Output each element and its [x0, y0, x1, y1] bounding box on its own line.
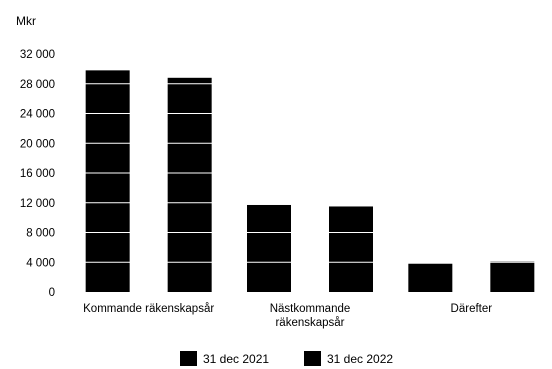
y-tick-label: 32 000 — [20, 49, 55, 61]
category-label: räkenskapsår — [275, 317, 344, 329]
y-tick-label: 16 000 — [20, 168, 55, 180]
y-tick-label: 24 000 — [20, 109, 55, 121]
category-label: Nästkommande — [270, 303, 351, 315]
bar-2-1 — [167, 77, 212, 292]
y-tick-label: 20 000 — [20, 138, 55, 150]
y-tick-label: 0 — [49, 287, 55, 299]
bars — [85, 70, 535, 292]
bar-2-2 — [329, 206, 373, 292]
bar-2-3 — [490, 261, 535, 292]
legend-swatch — [180, 351, 197, 366]
bar-1-2 — [247, 204, 291, 292]
y-tick-label: 28 000 — [20, 79, 55, 91]
category-label: Därefter — [451, 303, 493, 315]
bar-1-1 — [85, 70, 130, 292]
y-axis-ticks: 0 4 000 8 000 12 000 16 000 20 000 24 000 28 00… — [20, 49, 55, 299]
legend-label: 31 dec 2021 — [203, 352, 269, 366]
legend: 31 dec 2021 31 dec 2022 — [180, 351, 393, 366]
legend-label: 31 dec 2022 — [327, 352, 393, 366]
y-tick-label: 12 000 — [20, 198, 55, 210]
gridlines — [68, 53, 552, 263]
category-label: Kommande räkenskapsår — [83, 303, 214, 315]
bar-1-3 — [408, 263, 453, 292]
legend-swatch — [304, 351, 321, 366]
y-axis-unit-label: Mkr — [16, 14, 36, 28]
y-tick-label: 4 000 — [26, 257, 55, 269]
category-labels: Kommande räkenskapsår Nästkommande räkensk… — [83, 303, 492, 329]
y-tick-label: 8 000 — [26, 228, 55, 240]
